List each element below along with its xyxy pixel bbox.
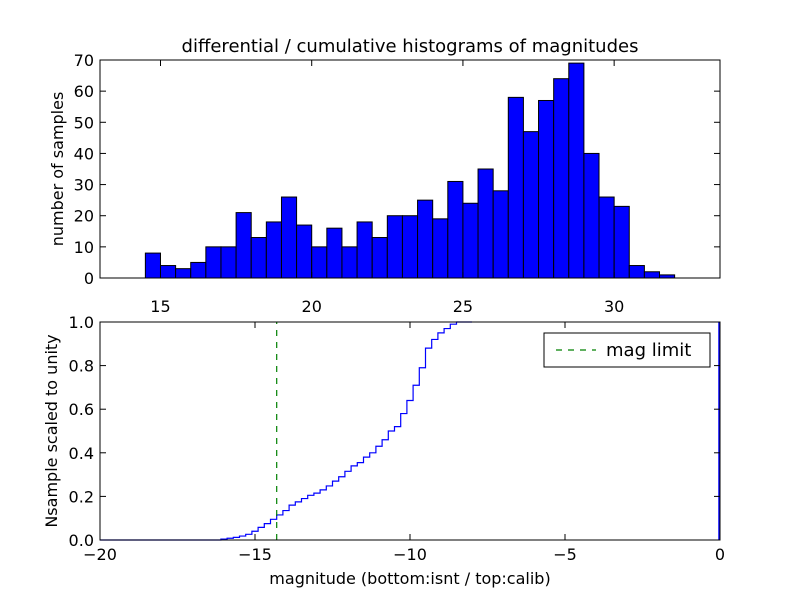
bottom-y-tick-label: 0.0 xyxy=(69,531,94,550)
histogram-bar xyxy=(159,265,177,279)
top-axis-ticks: 15 20 25 30 0 10 20 30 40 50 60 70 xyxy=(74,51,720,316)
histogram-bar xyxy=(447,180,464,279)
top-y-tick-label: 40 xyxy=(74,144,94,163)
bottom-y-tick-label: 1.0 xyxy=(69,313,94,332)
cumulative-series xyxy=(100,321,720,541)
histogram-bar xyxy=(280,196,298,279)
histogram-bar xyxy=(613,205,630,279)
top-y-tick-label: 30 xyxy=(74,176,94,195)
chart-title: differential / cumulative histograms of … xyxy=(182,36,639,57)
histogram-bars xyxy=(144,62,676,279)
bottom-y-tick-label: 0.2 xyxy=(69,487,94,506)
histogram-bar xyxy=(326,227,343,279)
histogram-bar xyxy=(583,152,600,279)
bottom-y-axis-label: Nsample scaled to unity xyxy=(42,334,61,527)
histogram-bar xyxy=(492,190,509,279)
top-y-tick-label: 10 xyxy=(74,238,94,257)
top-x-tick-label: 25 xyxy=(453,297,473,316)
bottom-x-tick-label: −20 xyxy=(83,545,117,564)
histogram-bar xyxy=(628,265,645,279)
top-x-tick-label: 20 xyxy=(302,297,322,316)
histogram-bar xyxy=(598,196,615,279)
top-x-tick-label: 30 xyxy=(604,297,624,316)
histogram-bar xyxy=(235,212,252,279)
bottom-axis-ticks: −20 −15 −10 −5 0 0.0 0.2 0.4 0.6 0.8 1.0 xyxy=(69,313,726,564)
histogram-bar xyxy=(296,224,313,279)
histogram-bar xyxy=(175,268,192,279)
bottom-x-tick-label: −10 xyxy=(393,545,427,564)
top-y-tick-label: 50 xyxy=(74,113,94,132)
bottom-y-tick-label: 0.4 xyxy=(69,444,94,463)
histogram-bar xyxy=(643,271,661,279)
legend: mag limit xyxy=(543,332,711,368)
histogram-bar xyxy=(311,246,328,279)
histogram-bar xyxy=(371,237,388,279)
histogram-bar xyxy=(190,261,207,279)
histogram-bar xyxy=(265,221,282,279)
histogram-bar xyxy=(356,221,373,279)
top-y-tick-label: 0 xyxy=(84,269,94,288)
histogram-bar xyxy=(568,62,585,279)
histogram-bar xyxy=(341,246,358,279)
top-plot-frame xyxy=(99,59,721,279)
histogram-bar xyxy=(144,252,161,279)
histogram-bar xyxy=(432,218,449,279)
histogram-bar xyxy=(401,215,419,279)
histogram-bar xyxy=(477,168,494,279)
top-histogram-panel: differential / cumulative histograms of … xyxy=(48,36,721,316)
bottom-y-tick-label: 0.8 xyxy=(69,357,94,376)
legend-label-mag-limit: mag limit xyxy=(606,340,691,361)
histogram-bar xyxy=(205,246,222,279)
top-y-tick-label: 20 xyxy=(74,207,94,226)
bottom-x-tick-label: −5 xyxy=(553,545,577,564)
top-y-tick-label: 60 xyxy=(74,82,94,101)
histogram-bar xyxy=(462,202,479,279)
histogram-bar xyxy=(553,78,570,279)
histogram-bar xyxy=(417,199,434,279)
histogram-bar xyxy=(507,96,524,279)
top-y-tick-label: 70 xyxy=(74,51,94,70)
histogram-bar xyxy=(250,237,267,279)
top-y-axis-label: number of samples xyxy=(48,92,67,247)
bottom-x-axis-label: magnitude (bottom:isnt / top:calib) xyxy=(269,569,550,588)
bottom-y-tick-label: 0.6 xyxy=(69,400,94,419)
bottom-x-tick-label: −15 xyxy=(238,545,272,564)
histogram-bar xyxy=(386,215,403,279)
top-x-tick-label: 15 xyxy=(150,297,170,316)
histogram-bar xyxy=(522,131,540,279)
bottom-cumulative-panel: Nsample scaled to unity magnitude (botto… xyxy=(42,313,725,588)
histogram-bar xyxy=(220,246,237,279)
histogram-bar xyxy=(538,99,555,279)
cumulative-step-line xyxy=(100,321,472,541)
bottom-x-tick-label: 0 xyxy=(715,545,725,564)
